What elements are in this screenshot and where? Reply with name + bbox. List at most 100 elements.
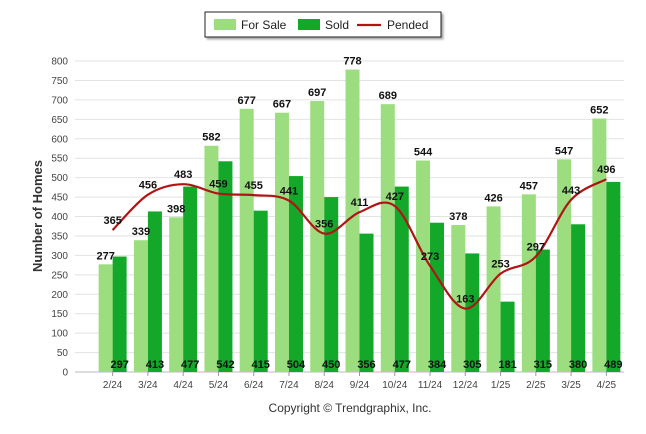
y-tick-label: 300 — [51, 251, 68, 262]
label-sold: 297 — [110, 359, 128, 371]
label-sold: 384 — [428, 359, 447, 371]
label-sold: 413 — [146, 359, 164, 371]
x-tick-label: 2/24 — [103, 380, 123, 391]
label-pended: 483 — [174, 169, 192, 181]
x-tick-label: 3/25 — [561, 380, 581, 391]
label-for-sale: 457 — [520, 180, 538, 192]
label-sold: 477 — [181, 359, 199, 371]
y-tick-label: 750 — [51, 76, 68, 87]
legend-label-pended: Pended — [387, 18, 428, 32]
label-pended: 496 — [597, 164, 615, 176]
bar-sold — [606, 181, 621, 372]
x-tick-label: 3/24 — [138, 380, 158, 391]
label-for-sale: 339 — [132, 226, 150, 238]
pended-line — [111, 178, 607, 310]
bar-sold — [359, 233, 374, 372]
x-tick-label: 9/24 — [350, 380, 370, 391]
bar-for-sale — [451, 225, 466, 372]
label-for-sale: 547 — [555, 145, 573, 157]
label-for-sale: 667 — [273, 99, 291, 111]
label-pended: 456 — [139, 180, 157, 192]
x-tick-label: 4/25 — [597, 380, 617, 391]
bar-for-sale — [310, 101, 325, 372]
label-for-sale: 378 — [449, 211, 467, 223]
y-axis-title: Number of Homes — [30, 160, 45, 272]
bar-for-sale — [416, 160, 431, 372]
legend: For Sale Sold Pended — [204, 11, 442, 38]
y-tick-label: 50 — [57, 348, 69, 359]
y-tick-label: 650 — [51, 115, 68, 126]
bar-sold — [571, 224, 586, 372]
y-tick-label: 800 — [51, 57, 68, 68]
label-pended: 411 — [351, 197, 369, 209]
y-tick-label: 450 — [51, 193, 68, 204]
y-tick-label: 100 — [51, 329, 68, 340]
bar-sold — [430, 222, 445, 372]
label-sold: 450 — [322, 359, 340, 371]
bar-for-sale — [133, 240, 148, 372]
label-pended: 441 — [280, 186, 298, 198]
legend-swatch-for-sale — [214, 19, 236, 30]
x-tick-label: 12/24 — [453, 380, 478, 391]
x-tick-label: 7/24 — [279, 380, 299, 391]
y-tick-label: 600 — [51, 134, 68, 145]
bar-sold — [253, 210, 268, 372]
x-tick-label: 11/24 — [418, 380, 443, 391]
bar-sold — [218, 161, 233, 372]
label-sold: 315 — [534, 359, 552, 371]
y-tick-label: 150 — [51, 309, 68, 320]
label-for-sale: 398 — [167, 203, 185, 215]
bar-sold — [394, 186, 409, 372]
label-pended: 253 — [491, 259, 509, 271]
bar-for-sale — [380, 104, 395, 373]
bars — [98, 69, 621, 373]
label-for-sale: 544 — [414, 147, 433, 159]
x-tick-label: 10/24 — [382, 380, 407, 391]
label-sold: 356 — [357, 359, 375, 371]
bar-for-sale — [274, 112, 289, 373]
bar-sold — [535, 249, 550, 372]
label-for-sale: 582 — [202, 132, 220, 144]
x-tick-label: 1/25 — [491, 380, 511, 391]
bar-sold — [183, 186, 198, 372]
legend-box — [204, 11, 442, 38]
label-for-sale: 277 — [96, 250, 114, 262]
label-for-sale: 677 — [238, 95, 256, 107]
bar-for-sale — [521, 194, 536, 372]
bar-sold — [288, 176, 303, 372]
x-tick-label: 8/24 — [314, 380, 334, 391]
label-for-sale: 697 — [308, 87, 326, 99]
label-pended: 427 — [386, 191, 404, 203]
label-pended: 455 — [245, 180, 263, 192]
bar-for-sale — [592, 118, 607, 372]
bar-for-sale — [239, 108, 254, 372]
label-pended: 163 — [456, 294, 474, 306]
label-pended: 356 — [315, 219, 333, 231]
label-pended: 443 — [562, 185, 580, 197]
label-sold: 489 — [604, 359, 622, 371]
label-sold: 542 — [216, 359, 234, 371]
label-sold: 380 — [569, 359, 587, 371]
legend-label-for-sale: For Sale — [241, 18, 287, 32]
x-tick-label: 6/24 — [244, 380, 264, 391]
y-tick-label: 250 — [51, 270, 68, 281]
x-tick-label: 5/24 — [209, 380, 229, 391]
copyright-credit: Copyright © Trendgraphix, Inc. — [269, 401, 432, 415]
bar-for-sale — [204, 145, 219, 372]
legend-label-sold: Sold — [325, 18, 349, 32]
x-tick-label: 4/24 — [173, 380, 193, 391]
x-tick-label: 2/25 — [526, 380, 546, 391]
bar-sold — [500, 301, 515, 372]
label-for-sale: 652 — [590, 105, 608, 117]
bar-sold — [324, 197, 339, 372]
y-tick-label: 200 — [51, 290, 68, 301]
legend-swatch-sold — [298, 19, 320, 30]
label-pended: 365 — [103, 215, 121, 227]
label-for-sale: 426 — [484, 192, 502, 204]
bar-for-sale — [169, 217, 184, 372]
y-tick-label: 400 — [51, 212, 68, 223]
bar-sold — [147, 211, 162, 372]
y-axis-ticks: 0 50 100 150 200 250 300 350 400 450 500 550 600 650 7… — [51, 57, 68, 379]
label-sold: 504 — [287, 359, 306, 371]
